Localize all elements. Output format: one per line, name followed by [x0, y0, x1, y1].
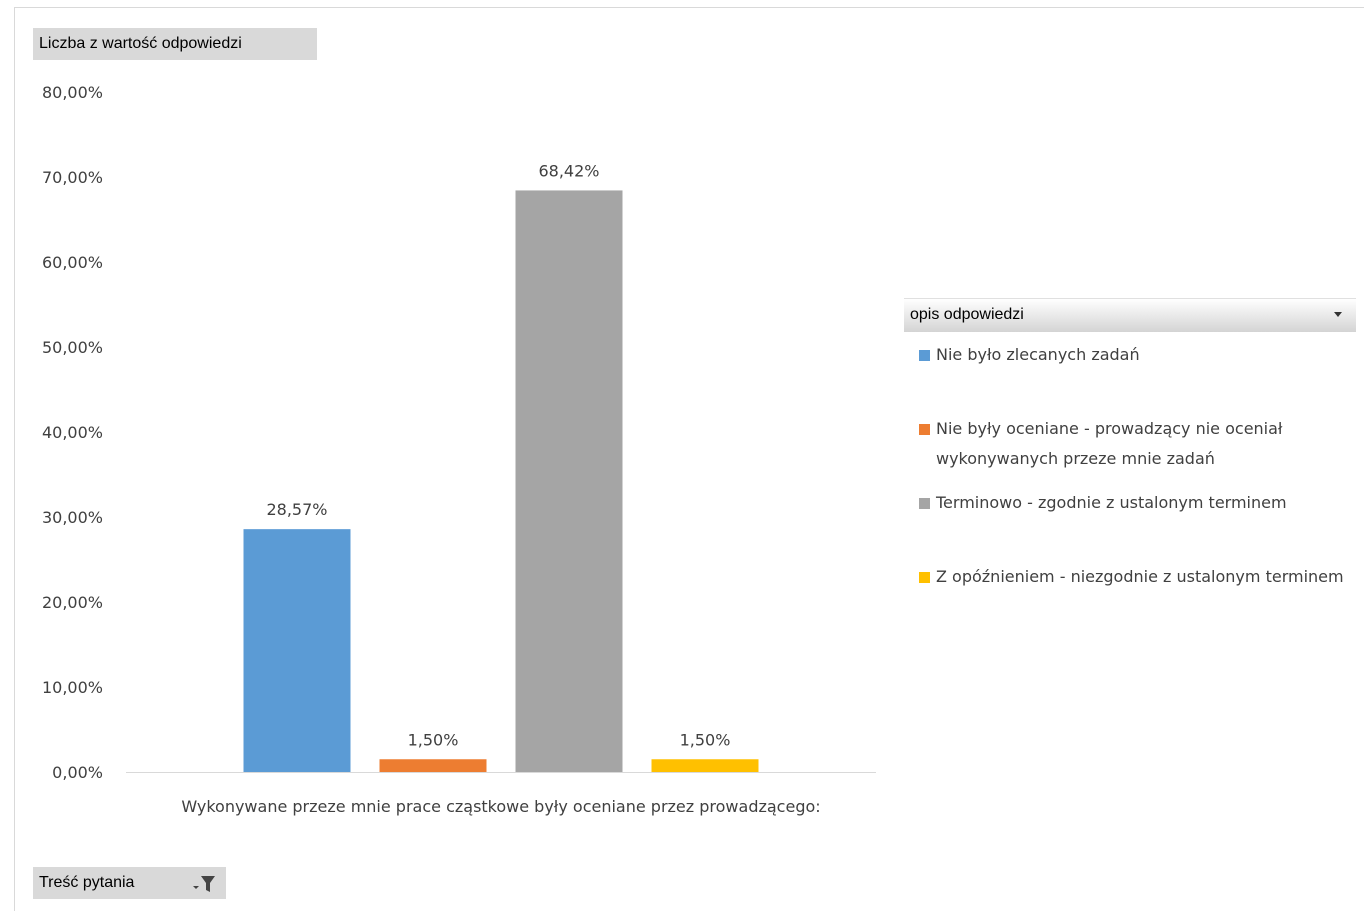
legend-label: Terminowo - zgodnie z ustalonym terminem — [936, 493, 1287, 512]
value-field-button[interactable]: Liczba z wartość odpowiedzi — [33, 28, 317, 60]
filter-icon[interactable] — [192, 875, 216, 893]
category-label: Wykonywane przeze mnie prace cząstkowe b… — [181, 797, 821, 816]
y-tick-label: 30,00% — [42, 508, 103, 527]
legend-item[interactable]: Z opóźnieniem - niezgodnie z ustalonym t… — [919, 562, 1364, 592]
chart-border-top — [14, 7, 1364, 8]
data-label: 1,50% — [408, 730, 459, 749]
legend-item[interactable]: Terminowo - zgodnie z ustalonym terminem — [919, 488, 1364, 518]
legend-swatch — [919, 424, 930, 435]
y-tick-label: 80,00% — [42, 83, 103, 102]
legend-swatch — [919, 350, 930, 361]
y-tick-label: 60,00% — [42, 253, 103, 272]
data-label: 28,57% — [266, 500, 327, 519]
data-label: 68,42% — [538, 161, 599, 180]
y-tick-label: 70,00% — [42, 168, 103, 187]
chart-border-left — [14, 7, 15, 911]
bar[interactable] — [243, 529, 351, 772]
legend-label: Nie były oceniane - prowadzący nie oceni… — [936, 419, 1283, 468]
bar[interactable] — [515, 190, 623, 772]
axis-field-button[interactable]: Treść pytania — [33, 867, 226, 899]
y-tick-label: 10,00% — [42, 678, 103, 697]
axis-field-label: Treść pytania — [39, 874, 135, 891]
data-label: 1,50% — [680, 730, 731, 749]
y-tick-label: 40,00% — [42, 423, 103, 442]
legend-label: Nie było zlecanych zadań — [936, 345, 1140, 364]
legend-swatch — [919, 572, 930, 583]
legend-item[interactable]: Nie były oceniane - prowadzący nie oceni… — [919, 414, 1364, 474]
legend-label: Z opóźnieniem - niezgodnie z ustalonym t… — [936, 567, 1344, 586]
y-tick-label: 50,00% — [42, 338, 103, 357]
legend-swatch — [919, 498, 930, 509]
y-tick-label: 0,00% — [52, 763, 103, 782]
bar[interactable] — [651, 759, 759, 772]
dropdown-arrow-icon[interactable] — [1334, 312, 1342, 317]
legend-title: opis odpowiedzi — [910, 306, 1024, 323]
bar[interactable] — [379, 759, 487, 772]
value-field-label: Liczba z wartość odpowiedzi — [39, 35, 242, 52]
legend-item[interactable]: Nie było zlecanych zadań — [919, 340, 1364, 370]
y-tick-label: 20,00% — [42, 593, 103, 612]
legend-field-button[interactable]: opis odpowiedzi — [904, 298, 1356, 332]
